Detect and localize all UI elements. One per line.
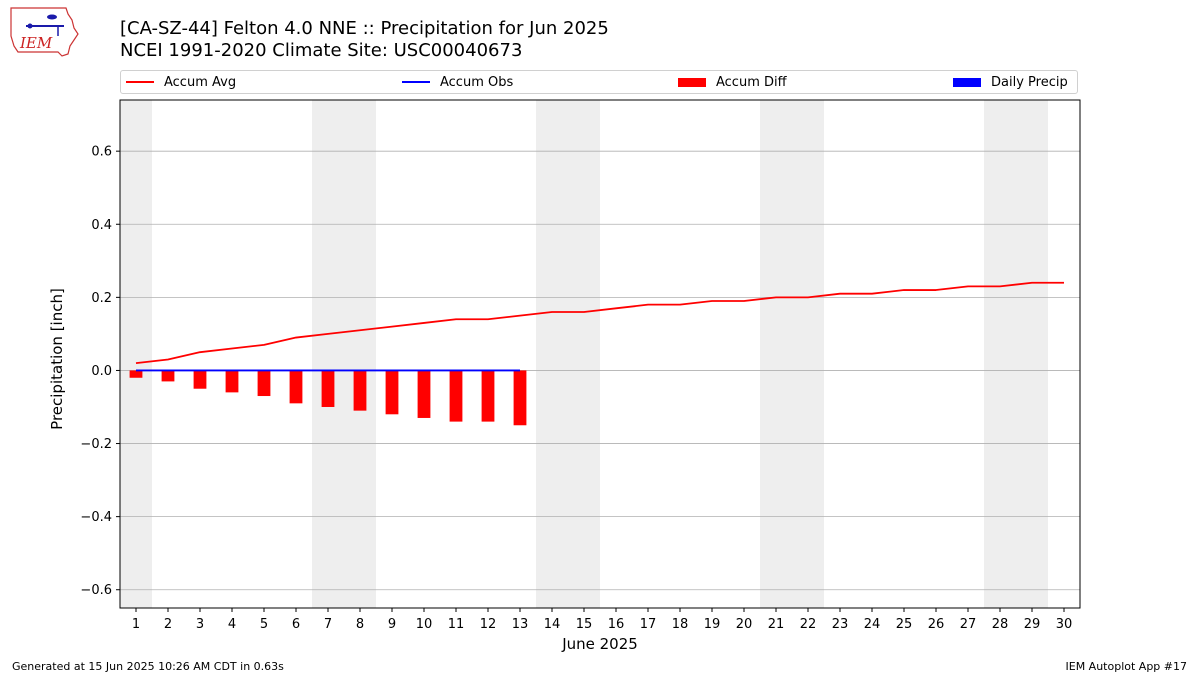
accum-diff-bar xyxy=(449,370,463,422)
x-tick-label: 24 xyxy=(864,617,881,632)
accum-diff-bars xyxy=(129,370,527,426)
y-tick-label: 0.2 xyxy=(91,291,112,306)
accum-diff-bar xyxy=(289,370,303,404)
chart-subtitle: NCEI 1991-2020 Climate Site: USC00040673 xyxy=(120,40,523,61)
x-tick-label: 11 xyxy=(448,617,465,632)
x-tick-label: 15 xyxy=(576,617,593,632)
accum-diff-bar xyxy=(353,370,367,411)
y-tick-label: 0.6 xyxy=(91,145,112,160)
accum-avg-line xyxy=(135,281,1064,365)
y-axis-label: Precipitation [inch] xyxy=(48,288,66,430)
y-tick-label: 0.0 xyxy=(91,364,112,379)
legend-swatch-accum-obs xyxy=(402,81,430,83)
accum-diff-bar xyxy=(225,370,239,393)
weekend-band-4 xyxy=(760,100,824,608)
x-tick-label: 29 xyxy=(1024,617,1041,632)
x-tick-label: 17 xyxy=(640,617,657,632)
legend-label-accum-diff: Accum Diff xyxy=(716,74,787,90)
y-tick-label: −0.6 xyxy=(80,583,112,598)
x-tick-label: 30 xyxy=(1056,617,1073,632)
x-tick-label: 10 xyxy=(416,617,433,632)
weekend-band-1 xyxy=(120,100,152,608)
x-tick-label: 12 xyxy=(480,617,497,632)
x-tick-label: 14 xyxy=(544,617,561,632)
x-tick-label: 18 xyxy=(672,617,689,632)
plot-area xyxy=(119,99,1081,609)
accum-diff-bar xyxy=(385,370,399,415)
iem-logo-text: IEM xyxy=(19,34,53,52)
chart-title: [CA-SZ-44] Felton 4.0 NNE :: Precipitati… xyxy=(120,18,609,39)
legend-label-daily-precip: Daily Precip xyxy=(991,74,1068,90)
x-tick-label: 6 xyxy=(292,617,300,632)
legend-swatch-daily-precip xyxy=(953,77,981,87)
accum-diff-bar xyxy=(513,370,527,426)
accum-diff-bar xyxy=(481,370,495,422)
x-tick-label: 21 xyxy=(768,617,785,632)
legend-item-accum-avg: Accum Avg xyxy=(126,71,236,93)
x-tick-label: 23 xyxy=(832,617,849,632)
x-axis-label: June 2025 xyxy=(561,635,638,653)
legend-item-daily-precip: Daily Precip xyxy=(953,71,1068,93)
x-tick-label: 2 xyxy=(164,617,172,632)
series-lines xyxy=(135,281,1064,372)
weekend-band-3 xyxy=(536,100,600,608)
legend-item-accum-diff: Accum Diff xyxy=(678,71,787,93)
x-tick-label: 26 xyxy=(928,617,945,632)
footer-app: IEM Autoplot App #17 xyxy=(1065,660,1188,673)
y-tick-label: 0.4 xyxy=(91,218,112,233)
x-tick-label: 20 xyxy=(736,617,753,632)
accum-diff-bar xyxy=(161,370,175,382)
x-tick-label: 9 xyxy=(388,617,396,632)
axes: −0.6−0.4−0.20.00.20.40.61 2 3 4 5 6 7 8 9 10 11 12 1… xyxy=(80,145,1072,632)
x-tick-label: 13 xyxy=(512,617,529,632)
x-tick-label: 1 xyxy=(132,617,140,632)
x-tick-label: 4 xyxy=(228,617,236,632)
grid-lines xyxy=(120,150,1080,591)
y-tick-label: −0.2 xyxy=(80,437,112,452)
weekend-band-2 xyxy=(312,100,376,608)
y-tick-label: −0.4 xyxy=(80,510,112,525)
legend-swatch-accum-diff xyxy=(678,77,706,87)
x-tick-label: 8 xyxy=(356,617,364,632)
accum-diff-bar xyxy=(417,370,431,418)
accum-diff-bar xyxy=(129,370,143,378)
x-tick-label: 7 xyxy=(324,617,332,632)
x-tick-label: 3 xyxy=(196,617,204,632)
accum-diff-bar xyxy=(193,370,207,389)
x-tick-label: 25 xyxy=(896,617,913,632)
accum-diff-bar xyxy=(321,370,335,407)
legend-label-accum-avg: Accum Avg xyxy=(164,74,237,90)
legend: Accum Avg Accum Obs Accum Diff Daily Pre… xyxy=(120,70,1078,94)
legend-swatch-accum-avg xyxy=(126,81,154,83)
x-tick-label: 19 xyxy=(704,617,721,632)
x-tick-label: 28 xyxy=(992,617,1009,632)
accum-diff-bar xyxy=(257,370,271,397)
footer-generated: Generated at 15 Jun 2025 10:26 AM CDT in… xyxy=(12,660,284,673)
legend-label-accum-obs: Accum Obs xyxy=(440,74,514,90)
legend-item-accum-obs: Accum Obs xyxy=(402,71,513,93)
x-tick-label: 22 xyxy=(800,617,817,632)
weekend-band-5 xyxy=(984,100,1048,608)
iem-logo: IEM xyxy=(10,7,79,57)
x-tick-label: 5 xyxy=(260,617,268,632)
weekend-shading xyxy=(120,100,1048,608)
x-tick-label: 27 xyxy=(960,617,977,632)
x-tick-label: 16 xyxy=(608,617,625,632)
